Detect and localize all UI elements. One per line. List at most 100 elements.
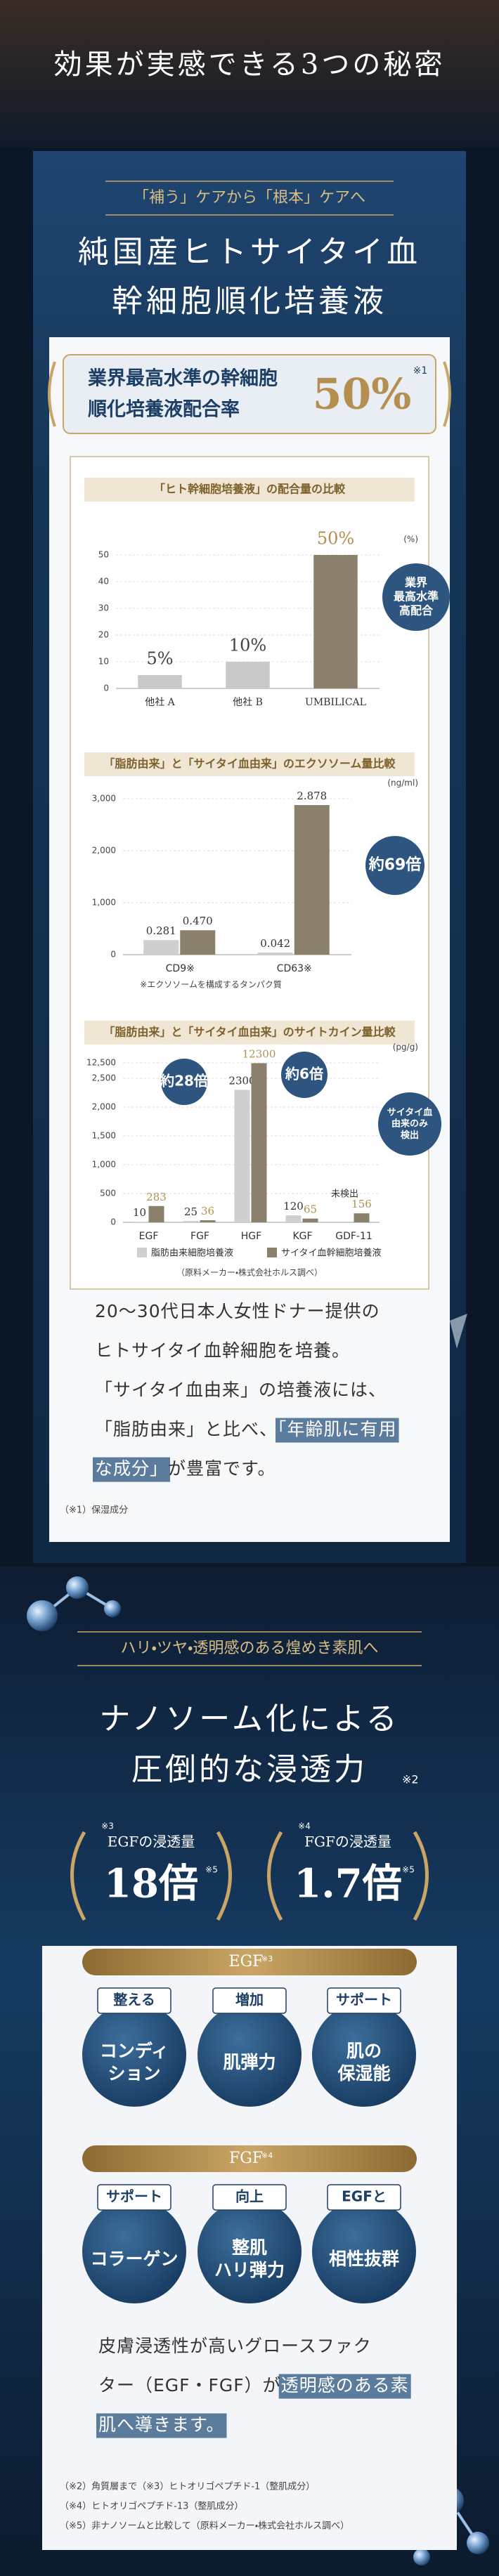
- paragraph-text: が豊富です。: [168, 1458, 276, 1479]
- bar: [313, 555, 358, 688]
- bar: [257, 952, 293, 955]
- footnote: （※4）ヒトオリゴペプチド-13（整肌成分）: [60, 2501, 243, 2512]
- annotation: 約28倍: [160, 1073, 208, 1090]
- annotation-circle: [161, 1059, 207, 1105]
- y-tick-label: 1,500: [92, 1131, 116, 1141]
- group-banner: [82, 1949, 417, 1975]
- section-title: 幹細胞順化培養液: [112, 284, 387, 320]
- value-label: 2.878: [297, 790, 327, 802]
- highlight: [276, 1418, 399, 1443]
- annotation-circle: [382, 563, 450, 631]
- feature-tag: [97, 1987, 171, 2014]
- paragraph-text: ター（EGF・FGF）が: [98, 2375, 281, 2395]
- annotation: 業界: [404, 576, 427, 589]
- laurel-note: ※4: [298, 1822, 311, 1831]
- highlight-text: 「年齢肌に有用: [278, 1419, 397, 1439]
- y-tick-label: 3,000: [92, 794, 116, 804]
- feature-text: コンディ: [100, 2041, 169, 2061]
- laurel: [48, 361, 56, 427]
- bar: [143, 940, 179, 955]
- dropper: [450, 1314, 467, 1349]
- paragraph-line: 20～30代日本人女性ドナー提供の: [95, 1301, 380, 1321]
- feature-circle: [197, 2003, 302, 2107]
- section-title: 圧倒的な浸透力: [131, 1752, 368, 1788]
- value-label: 0.281: [146, 924, 176, 937]
- paragraph-text: 20～30代日本人女性ドナー提供の: [95, 1301, 380, 1321]
- y-tick-label: 30: [98, 603, 109, 613]
- value-label: 0.470: [183, 915, 213, 927]
- chart-title: 「脂肪由来」と「サイタイ血由来」のサイトカイン量比較: [103, 1026, 396, 1039]
- footnote: （※5）非ナノソームと比較して（原料メーカー・株式会社ホルス調べ）: [60, 2521, 349, 2532]
- highlight-text: 透明感のある素: [281, 2375, 409, 2395]
- laurel-note: ※5: [402, 1865, 415, 1875]
- feature-text: 保湿能: [337, 2063, 390, 2084]
- annotation: 由来のみ: [391, 1118, 428, 1130]
- x-tick-label: KGF: [292, 1231, 312, 1242]
- section-label: ハリ・ツヤ・透明感のある煌めき素肌へ: [121, 1640, 379, 1657]
- feature-text: ション: [108, 2063, 160, 2084]
- y-unit: (pg/g): [393, 1042, 418, 1052]
- y-tick-label: 1,000: [92, 898, 116, 908]
- paragraph-line: な成分」が豊富です。: [95, 1458, 276, 1479]
- badge-value: 50%: [313, 370, 412, 419]
- feature-circle: [82, 2199, 186, 2303]
- value-label: 120: [283, 1200, 304, 1212]
- page-title: 効果が実感できる3つの秘密: [54, 48, 446, 81]
- footnote: （※1）保湿成分: [60, 1505, 128, 1516]
- group-note: ※4: [261, 2151, 273, 2160]
- missing-label: 未検出: [331, 1189, 358, 1200]
- annotation: 約6倍: [285, 1066, 323, 1083]
- value-label: 2300: [228, 1074, 255, 1087]
- footnote: （※2）角質層まで（※3）ヒトオリゴペプチド-1（整肌成分）: [60, 2481, 315, 2492]
- bar: [354, 1213, 370, 1222]
- title-note: ※2: [402, 1773, 419, 1786]
- y-tick-label: 1,000: [92, 1160, 116, 1170]
- x-tick-label: 他社 A: [145, 697, 175, 708]
- x-tick-label: 他社 B: [233, 697, 263, 708]
- bar: [138, 675, 182, 688]
- y-tick-label: 2,000: [92, 1102, 116, 1112]
- bar: [285, 1215, 302, 1222]
- chart-title-bar: [84, 478, 415, 502]
- bar: [302, 1218, 318, 1222]
- laurel: [267, 1831, 283, 1921]
- annotation-circle: [378, 1092, 441, 1156]
- section-title: ナノソーム化による: [99, 1701, 399, 1737]
- value-label: 12300: [242, 1047, 276, 1060]
- laurel: [216, 1831, 232, 1921]
- annotation: 検出: [401, 1130, 419, 1141]
- bar: [183, 1220, 199, 1222]
- laurel-value: 1.7倍: [294, 1861, 401, 1907]
- x-tick-label: UMBILICAL: [305, 697, 366, 708]
- y-tick-label: 2,500: [92, 1073, 116, 1083]
- badge-text: 業界最高水準の幹細胞: [88, 367, 278, 390]
- value-label: 50%: [317, 529, 354, 549]
- paragraph-line: 「脂肪由来」と比べ、「年齢肌に有用: [95, 1419, 397, 1439]
- x-tick-label: HGF: [241, 1231, 261, 1242]
- group-name: EGF: [229, 1953, 264, 1970]
- highlight-text: 肌へ導きます。: [98, 2414, 225, 2435]
- highlight: [93, 1457, 171, 1482]
- value-label: 10%: [229, 636, 266, 655]
- laurel-label: FGFの浸透量: [304, 1833, 391, 1850]
- badge-text: 順化培養液配合率: [88, 398, 240, 421]
- paragraph-text: 「脂肪由来」と比べ、: [95, 1419, 278, 1439]
- feature-text: コラーゲン: [90, 2249, 178, 2269]
- annotation: サイタイ血: [387, 1106, 432, 1118]
- y-tick-label: 0: [110, 950, 116, 960]
- paragraph-text: ヒトサイタイ血幹細胞を培養。: [95, 1340, 350, 1361]
- y-tick-label: 2,000: [92, 846, 116, 856]
- chart-title: 「脂肪由来」と「サイタイ血由来」のエクソソーム量比較: [104, 757, 396, 771]
- feature-tag-text: 整える: [113, 1992, 155, 2008]
- laurel: [443, 361, 451, 427]
- value-label: 10: [133, 1206, 146, 1219]
- y-unit: (%): [403, 535, 418, 544]
- laurel-note: ※3: [101, 1822, 114, 1831]
- feature-text: 肌の: [346, 2041, 382, 2061]
- bar: [148, 1205, 164, 1222]
- bar: [226, 662, 270, 688]
- legend-swatch: [137, 1248, 147, 1257]
- bar: [251, 1063, 267, 1222]
- x-tick-label: GDF-11: [335, 1231, 372, 1242]
